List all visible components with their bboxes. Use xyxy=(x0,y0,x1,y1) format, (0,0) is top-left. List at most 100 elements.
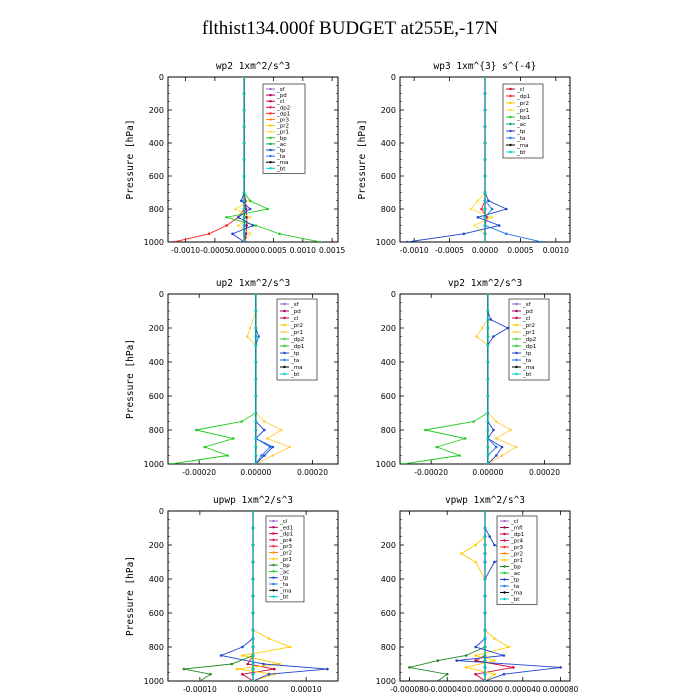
y-tick-label: 200 xyxy=(381,106,396,115)
series-point xyxy=(483,672,487,676)
series-point xyxy=(483,577,487,581)
legend-marker xyxy=(515,358,518,362)
legend-marker xyxy=(509,87,512,91)
series-point xyxy=(248,199,252,203)
series-point xyxy=(242,158,246,161)
series-point xyxy=(495,420,498,423)
series-point xyxy=(480,326,484,330)
series-point xyxy=(486,343,490,347)
series-point xyxy=(242,216,246,219)
y-tick-label: 800 xyxy=(381,426,396,435)
series-point xyxy=(251,679,255,681)
series-point xyxy=(209,672,212,676)
legend-label: _sf xyxy=(290,302,300,308)
series-point xyxy=(251,577,255,581)
legend-marker xyxy=(269,167,272,170)
legend-box xyxy=(262,83,306,174)
x-tick-label: 0.0000 xyxy=(472,246,498,255)
legend-marker xyxy=(515,351,518,355)
series-point xyxy=(483,526,487,530)
legend-marker xyxy=(503,584,506,588)
legend-marker xyxy=(515,309,518,313)
legend-marker xyxy=(503,545,506,549)
series-point xyxy=(469,207,473,211)
y-tick-label: 600 xyxy=(381,609,396,618)
series-point xyxy=(436,659,440,662)
legend-label: _bp xyxy=(510,565,521,571)
series-point xyxy=(268,445,272,449)
series-point xyxy=(493,637,496,640)
panel-title: vpwp 1xm^2/s^3 xyxy=(445,495,525,506)
series-point xyxy=(487,199,490,203)
legend-marker xyxy=(269,130,272,133)
series-point xyxy=(483,654,487,657)
x-tick-label: -0.000080 xyxy=(390,685,429,694)
series-point xyxy=(462,232,466,236)
legend-marker xyxy=(272,538,275,542)
legend-marker xyxy=(515,365,518,369)
series-point xyxy=(483,125,487,128)
y-tick-label: 200 xyxy=(381,324,396,333)
legend-marker xyxy=(283,351,286,355)
series-point xyxy=(492,335,495,338)
legend-marker xyxy=(509,136,512,140)
panel-4: upwp 1xm^2/s^3 Pressure [hPa] 0 200 400 600 80… xyxy=(125,495,339,694)
series-point xyxy=(254,420,258,423)
legend-label: _ta xyxy=(522,358,531,364)
legend-label: _cl xyxy=(510,519,519,525)
series-point xyxy=(485,216,489,219)
series-point xyxy=(240,420,243,423)
series-point xyxy=(502,654,506,657)
series-point xyxy=(271,454,275,457)
x-tick-label: 0.000080 xyxy=(543,685,579,694)
series-point xyxy=(483,232,487,236)
legend-label: _dp2 xyxy=(276,105,290,111)
series-point xyxy=(225,224,228,227)
legend-marker xyxy=(283,365,286,369)
legend-marker xyxy=(503,552,506,555)
x-tick-label: 0.0010 xyxy=(290,246,316,255)
y-tick-label: 1000 xyxy=(376,238,396,247)
series-point xyxy=(483,560,487,564)
x-tick-label: -0.00020 xyxy=(182,468,216,477)
legend-label: _ma xyxy=(522,365,534,371)
series-group xyxy=(405,77,543,242)
legend-marker xyxy=(283,337,286,341)
legend-marker xyxy=(269,112,272,115)
x-tick-label: -0.00020 xyxy=(414,468,448,477)
x-tick-label: -0.000040 xyxy=(428,685,467,694)
y-tick-label: 400 xyxy=(149,358,164,367)
legend-marker xyxy=(503,558,506,562)
series-point xyxy=(195,428,198,432)
x-tick-label: 0.0015 xyxy=(319,246,345,255)
series-point xyxy=(203,445,207,449)
legend-marker xyxy=(269,136,272,139)
series-point xyxy=(483,594,487,598)
x-tick-label: 0.00000 xyxy=(240,468,271,477)
legend-label: _tp xyxy=(290,351,300,357)
series-point xyxy=(231,232,234,236)
legend-label: _cl xyxy=(522,316,531,322)
panel-title: up2 1xm^2/s^3 xyxy=(216,278,290,289)
y-tick-label: 1000 xyxy=(144,677,164,686)
series-point xyxy=(251,672,255,676)
series-point xyxy=(254,294,258,296)
legend-label: _pr1 xyxy=(279,557,292,563)
legend-label: _bt xyxy=(516,150,526,156)
series-point xyxy=(500,445,504,449)
x-tick-label: 0.00020 xyxy=(297,468,328,477)
x-tick-label: 0.0005 xyxy=(507,246,533,255)
series-point xyxy=(267,672,271,676)
series-point xyxy=(172,240,176,242)
series-point xyxy=(483,224,487,227)
series-point xyxy=(226,454,229,457)
legend-label: _ac xyxy=(516,122,526,128)
series-point xyxy=(408,666,411,669)
series-point xyxy=(230,662,234,666)
legend-marker xyxy=(509,115,512,119)
series-point xyxy=(251,511,255,513)
x-tick-label: 0.00020 xyxy=(529,468,560,477)
series-point xyxy=(505,232,508,236)
legend-marker xyxy=(269,87,272,91)
series-point xyxy=(251,224,255,227)
